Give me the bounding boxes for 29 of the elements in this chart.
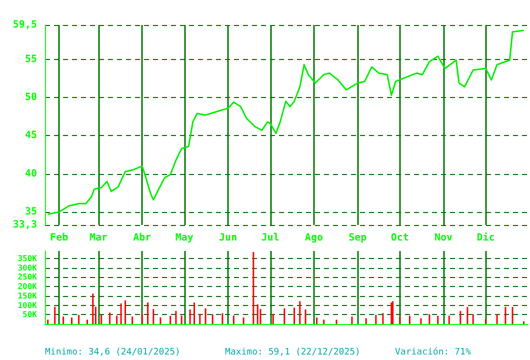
y-tick-label: 35 [24,206,37,218]
x-tick-label: Jul [261,232,280,244]
x-tick-label: Feb [50,232,68,244]
line-series [47,30,525,216]
y-tick-label: 300K [18,263,38,272]
y-tick-label: 350K [18,254,38,263]
y-tick-label: 40 [24,168,37,180]
y-tick-label: 55 [24,54,37,65]
x-tick-label: Dic [476,232,495,244]
y-tick-label: 59,5 [12,20,37,30]
x-tick-label: Nov [434,232,453,244]
text: Variación: 71% [395,346,472,358]
x-tick-label: Mar [89,232,108,244]
y-tick-label: 150K [18,291,38,300]
x-tick-label: Sep [348,232,367,244]
y-tick-label: 50K [22,310,38,320]
y-tick-label: 50 [24,92,37,104]
x-tick-label: Jun [219,232,238,244]
x-tick-label: May [175,232,194,244]
x-tick-label: Abr [133,232,152,244]
y-tick-label: 33,3 [12,220,37,230]
text: Minimo: 34,6 (24/01/2025) [45,348,180,358]
y-tick-label: 200K [18,282,38,292]
y-tick-label: 100K [18,300,38,310]
y-tick-label: 45 [24,130,37,142]
x-tick-label: Oct [390,232,409,244]
text: Maximo: 59,1 (22/12/2025) [225,348,360,358]
x-tick-label: Ago [304,232,323,244]
y-tick-label: 250K [18,272,38,282]
